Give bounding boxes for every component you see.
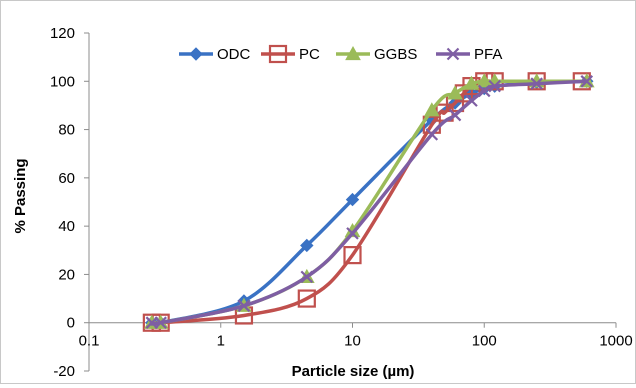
x-tick-label: 10 (344, 333, 361, 350)
legend-item-pfa: PFA (436, 46, 502, 63)
series-line-odc (149, 79, 587, 327)
series-layer (142, 72, 595, 332)
data-point-x (465, 94, 478, 107)
legend: ODC PC GGBS PFA (179, 44, 502, 64)
legend-label: GGBS (374, 46, 417, 63)
x-axis-title: Particle size (µm) (292, 363, 415, 380)
data-point-x (446, 47, 460, 61)
legend-item-odc: ODC (179, 46, 251, 63)
data-point-square (297, 289, 316, 308)
x-tick-label: 1 (217, 333, 225, 350)
axes: -20 0 20 40 60 80 100 120 0.1 1 10 100 1000 (50, 25, 633, 380)
y-tick-label: 20 (58, 266, 75, 283)
y-tick-label: 60 (58, 170, 75, 187)
y-tick-label: 120 (50, 25, 75, 42)
series-line-pfa (149, 79, 587, 326)
y-tick-label: 100 (50, 73, 75, 90)
y-tick-label: 0 (67, 315, 75, 332)
series-line-pc (149, 79, 582, 325)
series-line-ggbs (149, 79, 587, 326)
data-point-triangle (476, 73, 493, 88)
data-point-x (530, 77, 543, 90)
data-point-diamond (300, 238, 314, 253)
data-point-x (300, 270, 314, 284)
legend-item-ggbs: GGBS (336, 45, 417, 63)
legend-label: ODC (217, 46, 251, 63)
data-point-triangle (447, 85, 463, 100)
series-pfa (145, 75, 594, 329)
data-point-x (425, 128, 439, 141)
legend-label: PC (299, 46, 320, 63)
data-point-triangle (423, 102, 440, 117)
series-ggbs (144, 73, 595, 329)
x-tick-label: 100 (472, 333, 497, 350)
data-point-triangle (463, 75, 480, 90)
data-point-square (343, 246, 362, 265)
y-tick-label: -20 (53, 363, 75, 380)
data-point-x (477, 84, 491, 98)
series-pc (142, 72, 591, 332)
x-tick-label: 0.1 (79, 333, 100, 350)
data-point-diamond (189, 47, 203, 61)
data-point-x (154, 316, 167, 329)
y-axis-title: % Passing (12, 158, 29, 233)
data-point-x (488, 79, 501, 93)
data-point-triangle (345, 45, 361, 61)
data-point-x (346, 227, 359, 240)
y-tick-label: 40 (58, 218, 75, 235)
data-point-x (448, 108, 462, 122)
legend-label: PFA (474, 46, 502, 63)
data-point-diamond (345, 192, 360, 207)
y-tick-label: 80 (58, 122, 75, 139)
data-point-x (237, 299, 251, 313)
x-tick-label: 1000 (599, 333, 632, 350)
data-point-square (268, 44, 288, 64)
series-odc (145, 74, 594, 330)
legend-item-pc: PC (261, 44, 320, 64)
data-point-x (580, 75, 594, 88)
